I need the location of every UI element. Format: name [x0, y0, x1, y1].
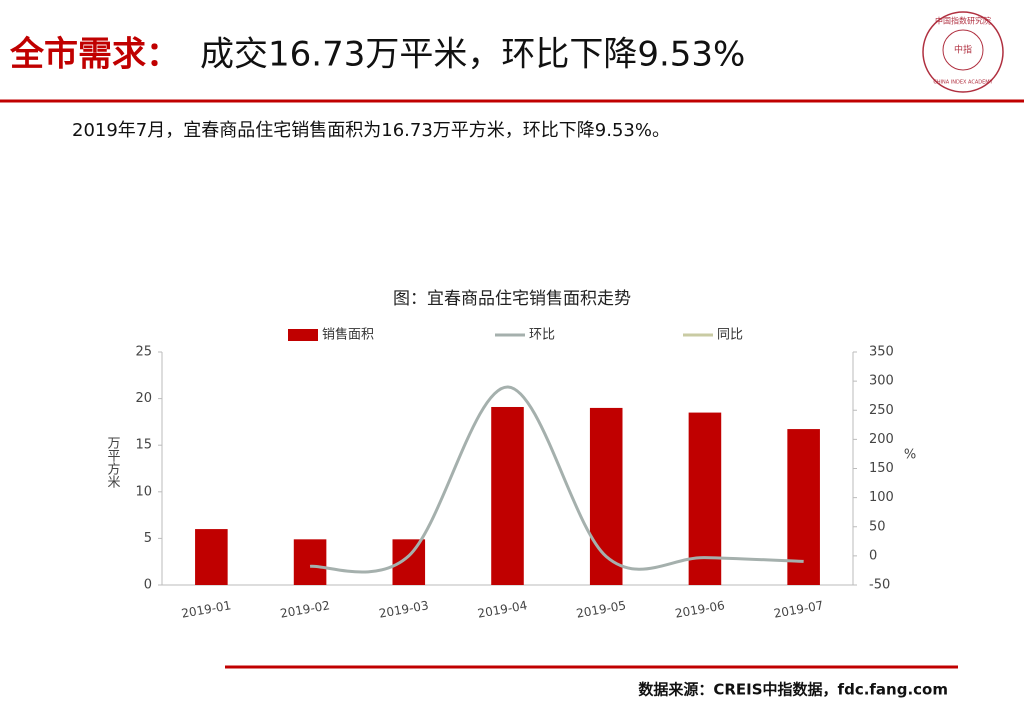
bar — [293, 539, 327, 585]
legend-label: 销售面积 — [322, 327, 374, 343]
y-tick-label: 20 — [135, 391, 152, 406]
y-tick-label: 25 — [135, 345, 152, 360]
logo-inner — [942, 29, 984, 71]
bar — [589, 407, 623, 585]
title-rest: 成交16.73万平米，环比下降9.53% — [200, 35, 745, 75]
bar — [787, 429, 820, 585]
y-tick-label: 15 — [135, 438, 152, 453]
summary: 2019年7月，宜春商品住宅销售面积为16.73万平方米，环比下降9.53%。 — [72, 120, 670, 141]
x-tick-label: 2019-01 — [180, 598, 232, 620]
legend-swatch — [288, 329, 318, 341]
legend-label: 环比 — [529, 328, 555, 343]
y2-tick-label: 200 — [869, 432, 894, 447]
bar — [491, 406, 524, 585]
y2-tick-label: 100 — [869, 490, 894, 505]
y2-tick-label: 350 — [869, 345, 894, 360]
bar — [195, 529, 228, 585]
chart-title: 图：宜春商品住宅销售面积走势 — [393, 289, 631, 309]
y2-tick-label: 250 — [869, 403, 894, 418]
x-tick-label: 2019-07 — [773, 598, 825, 620]
x-tick-label: 2019-04 — [477, 598, 529, 620]
logo-name: 中国指数研究院 — [935, 16, 991, 26]
y-axis-label: 万平方米 — [105, 436, 121, 488]
x-tick-label: 2019-03 — [378, 598, 430, 620]
source: 数据来源：CREIS中指数据，fdc.fang.com — [638, 681, 948, 699]
y2-tick-label: 50 — [869, 519, 886, 534]
line-series — [309, 385, 804, 574]
logo-ring — [922, 11, 1004, 93]
x-tick-label: 2019-02 — [279, 598, 331, 620]
logo-mark: 中指 — [954, 44, 972, 56]
y2-tick-label: 300 — [869, 374, 894, 389]
y-tick-label: 0 — [144, 578, 152, 593]
legend-label: 同比 — [717, 328, 743, 343]
y2-axis-label: % — [904, 448, 916, 463]
y2-tick-label: 0 — [869, 548, 877, 563]
y2-tick-label: 150 — [869, 461, 894, 476]
y-tick-label: 10 — [135, 484, 152, 499]
y2-tick-label: -50 — [869, 578, 890, 593]
y-tick-label: 5 — [144, 531, 152, 546]
x-tick-label: 2019-05 — [575, 598, 627, 620]
title-lead: 全市需求： — [9, 35, 180, 75]
logo: 中国指数研究院 中指 CHINA INDEX ACADEMY — [922, 11, 1004, 93]
logo-english: CHINA INDEX ACADEMY — [933, 80, 993, 86]
x-tick-label: 2019-06 — [674, 598, 726, 620]
bar — [392, 539, 426, 585]
